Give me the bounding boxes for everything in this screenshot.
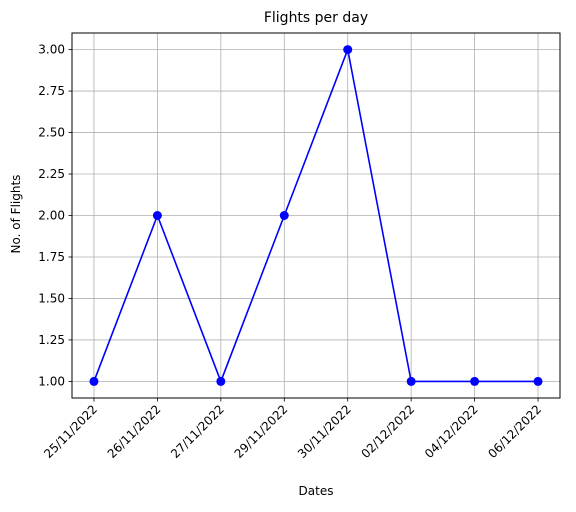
chart-title: Flights per day: [264, 10, 368, 26]
y-tick-label: 3.00: [38, 43, 65, 57]
y-tick-label: 1.00: [38, 374, 65, 388]
y-axis-label: No. of Flights: [9, 175, 23, 254]
y-tick-label: 1.75: [38, 250, 65, 264]
series-layer: [89, 45, 543, 386]
y-tick-label: 1.50: [38, 291, 65, 305]
data-point: [343, 45, 353, 55]
data-point: [470, 376, 480, 386]
data-point: [152, 211, 162, 220]
data-point: [533, 376, 543, 386]
data-point: [406, 376, 416, 386]
data-point: [279, 211, 289, 220]
data-point: [216, 376, 226, 386]
y-tick-label: 2.25: [38, 167, 65, 181]
data-point: [89, 376, 99, 386]
y-tick-label: 2.00: [38, 209, 65, 223]
y-tick-label: 1.25: [38, 333, 65, 347]
y-tick-label: 2.50: [38, 126, 65, 140]
y-tick-label: 2.75: [38, 84, 65, 98]
series-line: [93, 48, 539, 383]
x-axis-label: Dates: [299, 484, 334, 498]
